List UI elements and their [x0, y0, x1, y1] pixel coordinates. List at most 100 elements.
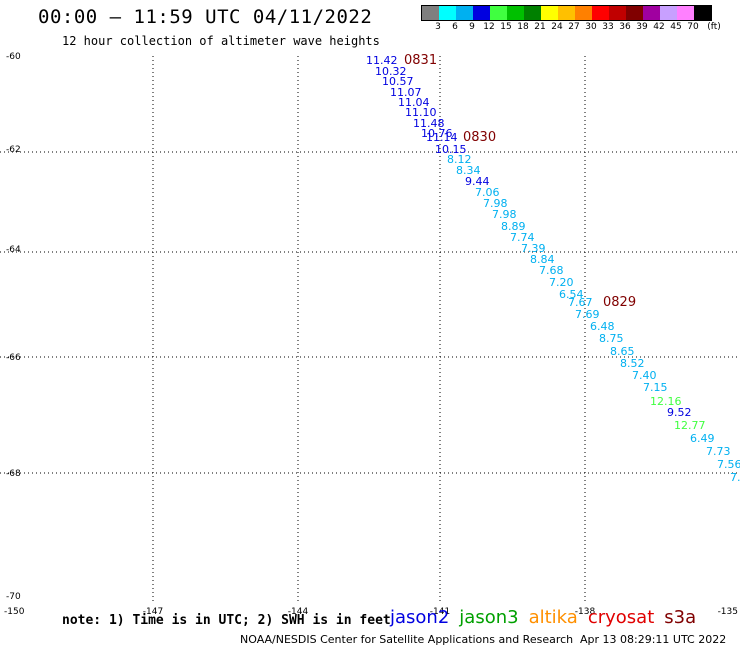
wave-height-label: 9.44 [465, 175, 490, 188]
legend-swatch [507, 6, 524, 20]
legend-swatch [439, 6, 456, 20]
wave-height-label: 12.77 [674, 419, 706, 432]
legend-tick-label: 33 [602, 22, 614, 32]
satellite-legend: jason2 jason3 altika cryosat s3a [390, 607, 706, 628]
legend-tick-label: 15 [500, 22, 512, 32]
legend-swatch [558, 6, 575, 20]
satellite-jason3: jason3 [459, 607, 519, 628]
wave-height-label: 8.65 [610, 345, 635, 358]
legend-color-bar [421, 5, 712, 21]
wave-height-label: 10.15 [435, 143, 467, 156]
y-axis-label: -68 [6, 469, 21, 479]
legend-swatch [660, 6, 677, 20]
legend-tick-label: 6 [452, 22, 458, 32]
legend-tick-label: 18 [517, 22, 529, 32]
legend-tick-label: 3 [435, 22, 441, 32]
legend-tick-label: 9 [469, 22, 475, 32]
legend-swatch [609, 6, 626, 20]
wave-height-label: 8.75 [599, 332, 624, 345]
satellite-altika: altika [528, 607, 578, 628]
legend-swatch [626, 6, 643, 20]
y-axis-label: -62 [6, 145, 21, 155]
satellite-cryosat: cryosat [587, 607, 655, 628]
wave-height-label: 10.76 [421, 127, 453, 140]
wave-height-label: 6.49 [690, 432, 715, 445]
legend-swatch [575, 6, 592, 20]
wave-height-label: 9.52 [667, 406, 692, 419]
wave-height-label: 7.15 [643, 381, 668, 394]
legend-tick-label: 30 [585, 22, 597, 32]
legend-tick-label: 21 [534, 22, 546, 32]
x-axis-label: -150 [4, 607, 25, 617]
wave-height-label: 7.67 [568, 296, 593, 309]
wave-height-label: 12.16 [650, 395, 682, 408]
wave-height-label: 11.04 [398, 96, 430, 109]
wave-height-label: 8.52 [620, 357, 645, 370]
page-subtitle: 12 hour collection of altimeter wave hei… [62, 34, 380, 48]
legend-tick-labels: 3 6 9 12 15 18 21 24 27 30 33 36 39 42 45 70 (ft) [421, 21, 721, 33]
color-scale-legend: 3 6 9 12 15 18 21 24 27 30 33 36 39 42 45 70 (ft) [421, 5, 721, 33]
wave-height-label: 6.54 [559, 288, 584, 301]
y-axis-label: -70 [6, 592, 21, 602]
wave-height-label: 11.14 [426, 131, 458, 144]
wave-height-label: 8.12 [447, 153, 472, 166]
legend-swatch [677, 6, 694, 20]
y-axis-label: -60 [6, 52, 21, 62]
wave-height-label: 11.07 [390, 86, 422, 99]
page-title: 00:00 – 11:59 UTC 04/11/2022 [38, 6, 373, 28]
legend-swatch [694, 6, 711, 20]
wave-height-label: 7. [730, 471, 740, 484]
pass-time-label: 0830 [463, 130, 496, 145]
legend-tick-label: 42 [653, 22, 665, 32]
legend-tick-label: 27 [568, 22, 580, 32]
legend-swatch [456, 6, 473, 20]
legend-swatch [541, 6, 558, 20]
wave-height-label: 11.42 [366, 54, 398, 67]
x-axis-label: -138 [575, 607, 596, 617]
wave-height-label: 7.20 [549, 276, 574, 289]
wave-height-label: 10.57 [382, 75, 414, 88]
wave-height-label: 7.56 [717, 458, 740, 471]
wave-height-label: 7.69 [575, 308, 600, 321]
wave-height-label: 6.48 [590, 320, 615, 333]
generated-timestamp: Apr 13 08:29:11 UTC 2022 [580, 633, 727, 646]
wave-height-label: 8.89 [501, 220, 526, 233]
legend-tick-label: 24 [551, 22, 563, 32]
x-axis-label: -144 [288, 607, 309, 617]
y-axis-label: -66 [6, 353, 21, 363]
wave-height-label: 7.68 [539, 264, 564, 277]
legend-swatch [592, 6, 609, 20]
satellite-s3a: s3a [664, 607, 697, 628]
legend-tick-label: 45 [670, 22, 682, 32]
y-axis-label: -64 [6, 245, 21, 255]
wave-height-label: 11.10 [405, 106, 437, 119]
wave-height-label: 7.40 [632, 369, 657, 382]
footer-note: note: 1) Time is in UTC; 2) SWH is in fe… [62, 613, 391, 628]
wave-height-label: 7.39 [521, 242, 546, 255]
legend-tick-label: 36 [619, 22, 631, 32]
x-axis-label: -135 [718, 607, 738, 617]
wave-height-label: 7.98 [492, 208, 517, 221]
legend-tick-label: 70 [687, 22, 699, 32]
wave-height-label: 7.74 [510, 231, 535, 244]
wave-height-label: 7.73 [706, 445, 731, 458]
pass-time-label: 0831 [404, 53, 437, 68]
legend-swatch [422, 6, 439, 20]
credit-text: NOAA/NESDIS Center for Satellite Applica… [240, 633, 574, 646]
legend-swatch [490, 6, 507, 20]
legend-tick-label: 12 [483, 22, 495, 32]
legend-tick-label: 39 [636, 22, 648, 32]
legend-swatch [524, 6, 541, 20]
wave-height-label: 10.32 [375, 65, 407, 78]
x-axis-label: -141 [430, 607, 450, 617]
wave-height-label: 7.98 [483, 197, 508, 210]
pass-time-label: 0829 [603, 295, 636, 310]
legend-unit: (ft) [707, 22, 721, 32]
x-axis-label: -147 [143, 607, 163, 617]
wave-height-label: 8.84 [530, 253, 555, 266]
wave-height-label: 8.34 [456, 164, 481, 177]
wave-height-label: 11.48 [413, 117, 445, 130]
satellite-jason2: jason2 [390, 607, 450, 628]
wave-height-label: 7.06 [475, 186, 500, 199]
